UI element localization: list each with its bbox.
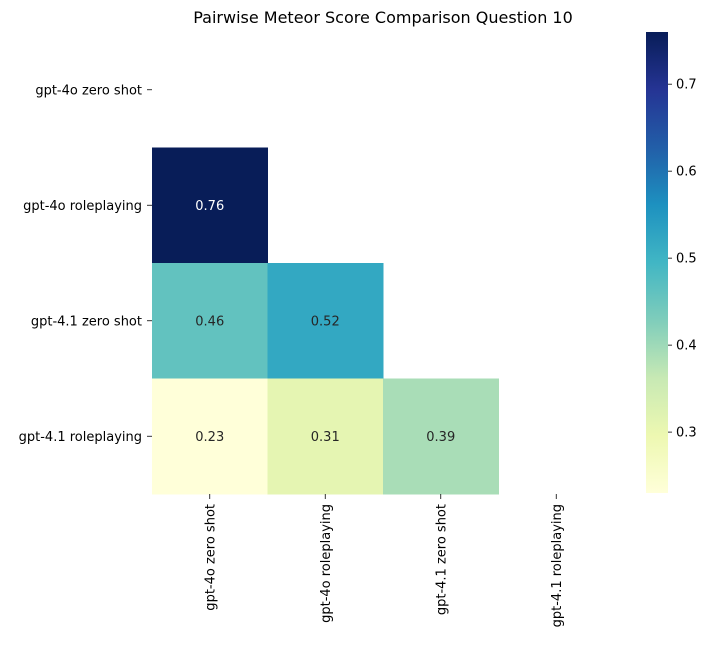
- y-tick-label-gpt-4-1-zero-shot: gpt-4.1 zero shot: [31, 314, 142, 329]
- x-tick-label-gpt-4-1-roleplaying: gpt-4.1 roleplaying: [550, 504, 565, 627]
- cell-value-label: 0.52: [311, 314, 340, 329]
- heatmap-cell-r2-c1: [267, 263, 384, 379]
- heatmap-cells: 0.76 0.46 0.52 0.23 0.31 0.39: [152, 147, 499, 495]
- colorbar-tick-label: 0.3: [676, 426, 697, 441]
- heatmap-cell-r2-c0: [152, 263, 268, 379]
- cell-value-label: 0.39: [426, 430, 455, 445]
- cell-value-label: 0.31: [311, 430, 340, 445]
- heatmap-cell-r3-c0: [152, 378, 268, 495]
- heatmap-cell-r1-c0: [152, 147, 268, 264]
- y-tick-label-gpt-4o-zero-shot: gpt-4o zero shot: [35, 83, 142, 98]
- y-axis: gpt-4o zero shot gpt-4o roleplaying gpt-4.…: [19, 83, 152, 445]
- chart-title: Pairwise Meteor Score Comparison Questio…: [193, 8, 573, 27]
- cell-value-label: 0.76: [195, 199, 224, 214]
- x-tick-label-gpt-4o-roleplaying: gpt-4o roleplaying: [319, 504, 334, 623]
- colorbar-gradient: [646, 32, 668, 493]
- colorbar-tick-label: 0.6: [676, 165, 697, 180]
- cell-value-label: 0.23: [195, 430, 224, 445]
- x-axis: gpt-4o zero shot gpt-4o roleplaying gpt-4.…: [203, 494, 565, 627]
- y-tick-label-gpt-4-1-roleplaying: gpt-4.1 roleplaying: [19, 430, 142, 445]
- colorbar-tick-label: 0.5: [676, 252, 697, 267]
- y-tick-label-gpt-4o-roleplaying: gpt-4o roleplaying: [23, 199, 142, 214]
- colorbar: 0.3 0.4 0.5 0.6 0.7: [646, 32, 697, 493]
- colorbar-tick-label: 0.4: [676, 339, 697, 354]
- x-tick-label-gpt-4o-zero-shot: gpt-4o zero shot: [203, 504, 218, 611]
- heatmap-cell-r3-c1: [267, 378, 384, 495]
- colorbar-tick-label: 0.7: [676, 78, 697, 93]
- cell-value-label: 0.46: [195, 314, 224, 329]
- heatmap-cell-r3-c2: [383, 378, 499, 495]
- x-tick-label-gpt-4-1-zero-shot: gpt-4.1 zero shot: [434, 504, 449, 615]
